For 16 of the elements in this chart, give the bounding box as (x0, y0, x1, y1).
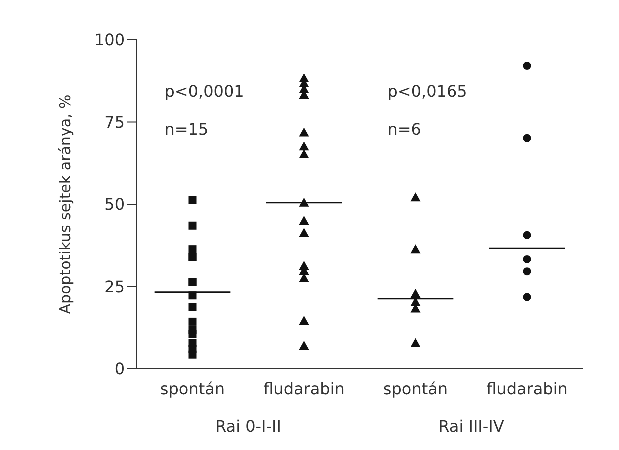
y-tick-label: 25 (104, 277, 125, 296)
y-tick-label: 100 (94, 30, 125, 50)
x-tick-label: spontán (383, 379, 448, 398)
x-tick-label: spontán (160, 379, 226, 398)
x-tick-label: fludarabin (486, 379, 568, 398)
y-tick-label: 0 (114, 360, 125, 379)
annotation: n=15 (164, 120, 209, 139)
y-tick-label: 75 (104, 112, 125, 132)
annotation: n=6 (388, 120, 422, 139)
x-axis-title: Rai 0-I-II (216, 417, 282, 436)
x-tick-label: fludarabin (264, 379, 345, 398)
y-tick-label: 50 (104, 195, 125, 214)
y-axis-title: Apoptotikus sejtek aránya, % (56, 94, 74, 314)
annotation: p<0,0001 (164, 82, 244, 101)
x-axis-title: Rai III-IV (438, 417, 504, 436)
annotation: p<0,0165 (388, 82, 468, 101)
